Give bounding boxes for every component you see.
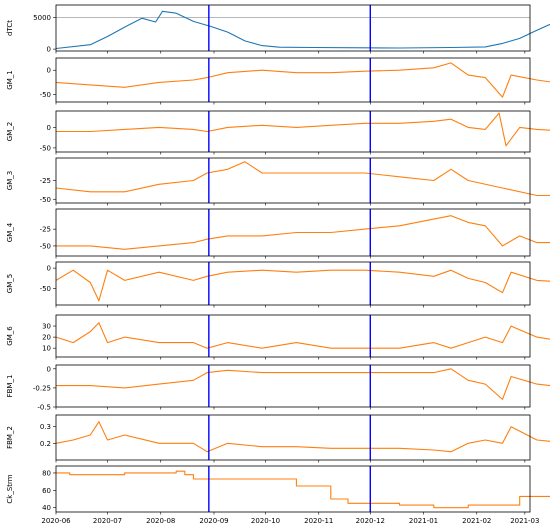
y-tick-label: 0 — [47, 365, 51, 373]
y-axis-label: Ck_Strm — [6, 474, 14, 503]
series-line — [55, 10, 550, 50]
y-tick-label: -50 — [40, 144, 51, 152]
axes-frame — [55, 4, 531, 52]
series-line — [55, 421, 550, 453]
y-tick-label: 60 — [42, 487, 51, 495]
subplot-gm-1: -50 0 GM_1 — [6, 57, 550, 103]
series-line — [55, 269, 550, 302]
subplot-gm-5: -50 0 GM_5 — [6, 261, 550, 306]
y-tick-label: 0 — [47, 265, 51, 273]
y-axis-label: GM_3 — [6, 171, 14, 190]
subplot-fbm-1: -0.5 -0.25 0 FBM_1 — [6, 364, 550, 412]
y-tick-label: 0.2 — [40, 440, 51, 448]
x-tick-label: 2020-09 — [199, 517, 228, 525]
x-tick-label: 2020-08 — [146, 517, 175, 525]
y-axis-label: GM_4 — [6, 222, 14, 242]
y-tick-label: 40 — [42, 504, 51, 512]
x-tick-label: 2020-12 — [356, 517, 385, 525]
subplot-gm-3: -50 -25 GM_3 — [6, 157, 550, 204]
y-tick-label: 20 — [42, 334, 51, 342]
y-axis-label: GM_5 — [6, 274, 14, 293]
axes-frame — [55, 414, 531, 461]
subplot-panels: 0 5000 dTCt -50 0 GM_1 -50 0 GM_2 -50 -25 GM_3 -50 -2… — [6, 4, 550, 513]
subplot-gm-2: -50 0 GM_2 — [6, 110, 550, 153]
y-tick-label: 80 — [42, 469, 51, 477]
x-tick-label: 2021-01 — [409, 517, 438, 525]
y-axis-label: FBM_2 — [6, 426, 14, 449]
series-line — [56, 215, 550, 250]
y-tick-label: 0 — [47, 46, 51, 54]
y-axis-label: dTCt — [6, 20, 14, 36]
subplot-fbm-2: 0.2 0.3 FBM_2 — [6, 414, 550, 461]
y-tick-label: -50 — [40, 91, 51, 99]
y-tick-label: -25 — [40, 226, 51, 234]
axes-frame — [55, 314, 531, 358]
y-tick-label: 0.3 — [40, 423, 51, 431]
series-line — [56, 470, 550, 509]
x-tick-label: 2021-03 — [510, 517, 539, 525]
axes-frame — [55, 465, 531, 513]
axes-frame — [55, 261, 531, 306]
series-line — [56, 112, 550, 147]
series-line — [55, 322, 550, 349]
axes-frame — [55, 157, 531, 204]
x-tick-label: 2020-07 — [93, 517, 122, 525]
y-axis-label: GM_6 — [6, 326, 14, 346]
y-axis-label: GM_1 — [6, 70, 14, 89]
subplot-gm-6: 10 20 30 GM_6 — [6, 314, 550, 358]
y-tick-label: -0.5 — [37, 404, 51, 412]
y-tick-label: -0.25 — [33, 384, 51, 392]
subplot-ck-strm: 40 60 80 Ck_Strm — [6, 465, 550, 513]
series-line — [55, 62, 550, 98]
y-tick-label: -25 — [40, 177, 51, 185]
series-line — [55, 161, 550, 197]
y-tick-label: -50 — [40, 196, 51, 204]
y-tick-label: -50 — [40, 285, 51, 293]
y-tick-label: 10 — [42, 345, 51, 353]
x-tick-label: 2020-10 — [251, 517, 280, 525]
subplot-dtct: 0 5000 dTCt — [6, 4, 550, 54]
y-axis-label: GM_2 — [6, 122, 14, 141]
x-tick-label: 2021-02 — [462, 517, 491, 525]
y-tick-label: 30 — [42, 323, 51, 331]
axes-frame — [55, 57, 531, 103]
y-tick-label: 5000 — [33, 14, 51, 22]
x-tick-label: 2020-06 — [41, 517, 71, 525]
y-tick-label: -50 — [40, 242, 51, 250]
axes-frame — [55, 208, 531, 257]
x-tick-label: 2020-11 — [304, 517, 333, 525]
y-axis-label: FBM_1 — [6, 375, 14, 398]
shared-x-axis: 2020-06 2020-07 2020-08 2020-09 2020-10 2020-… — [41, 51, 539, 525]
axes-frame — [55, 364, 531, 408]
axes-frame — [55, 110, 531, 153]
subplot-gm-4: -50 -25 GM_4 — [6, 208, 550, 257]
y-tick-label: 0 — [47, 67, 51, 75]
y-tick-label: 0 — [47, 124, 51, 132]
series-line — [56, 368, 550, 400]
